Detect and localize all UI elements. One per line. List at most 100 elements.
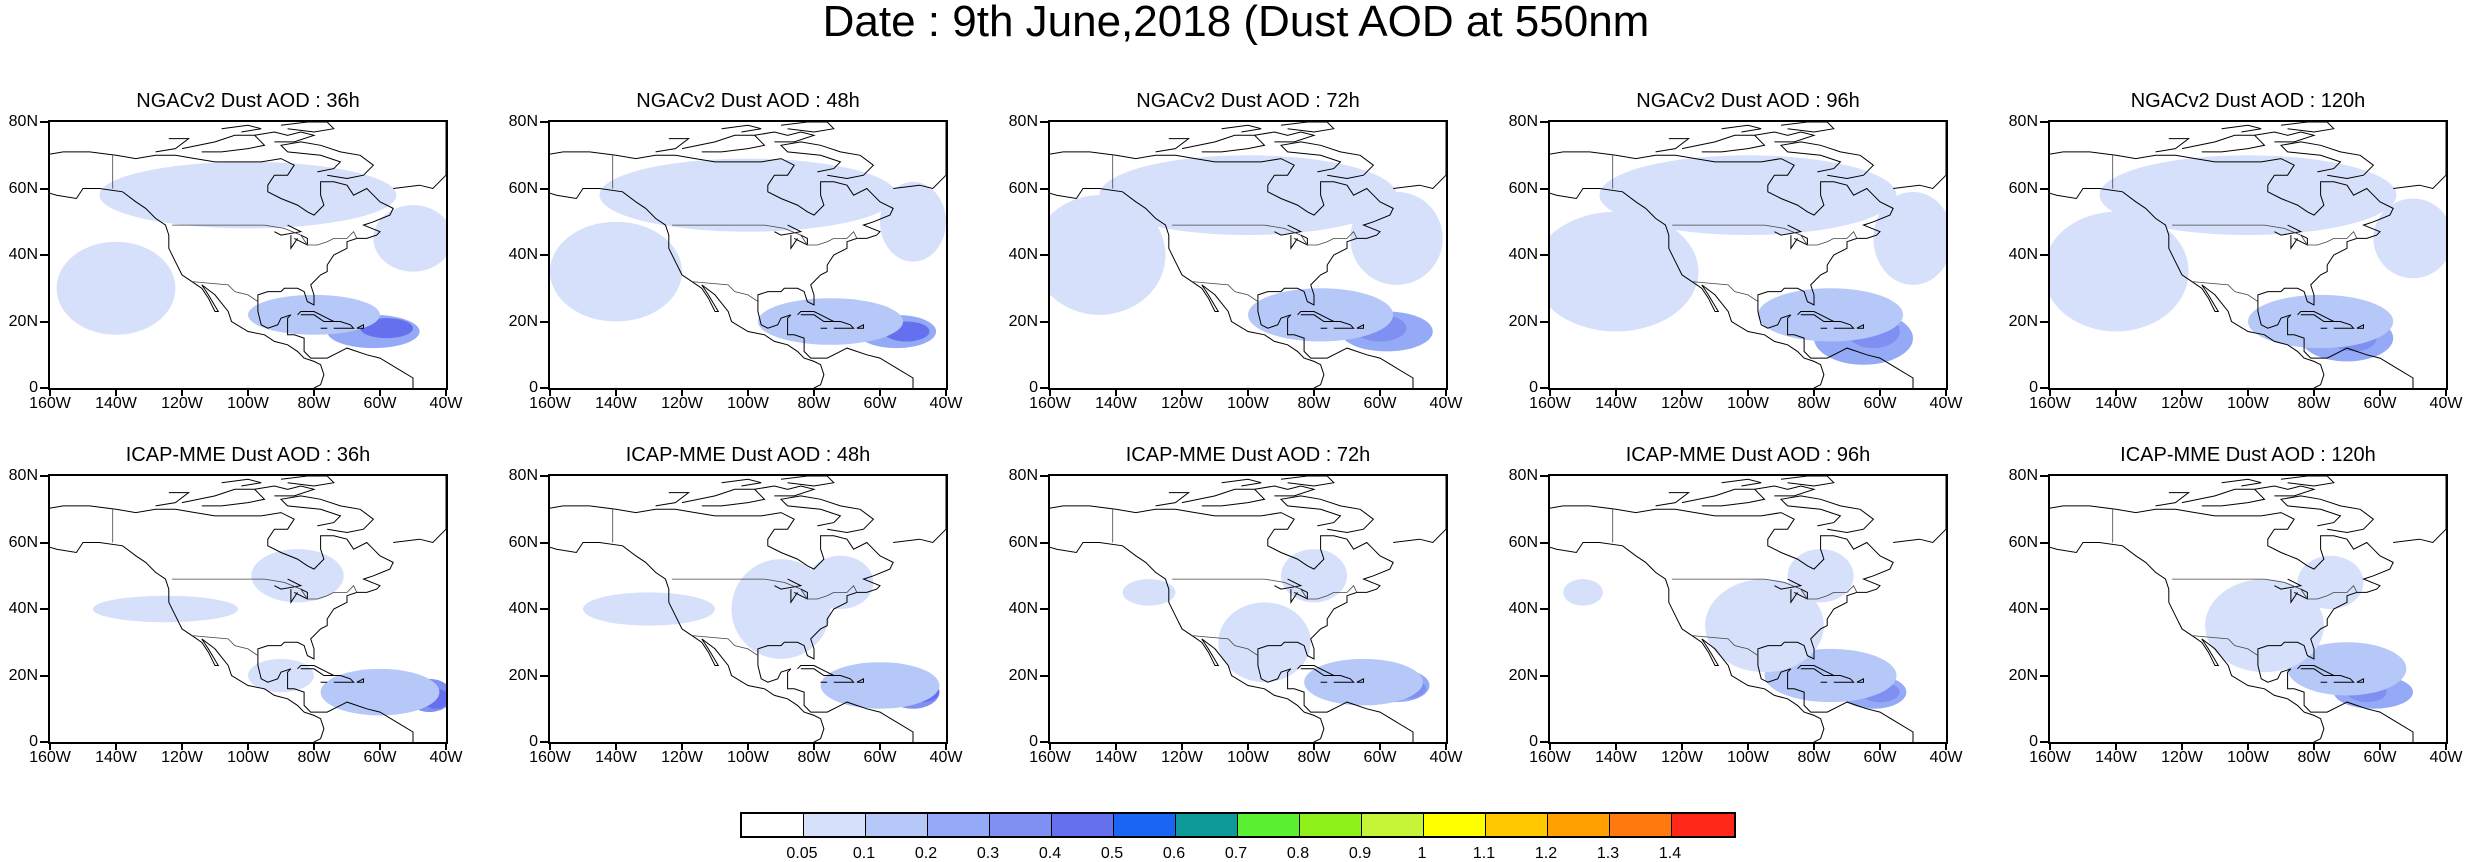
lon-tick-label: 60W bbox=[350, 396, 410, 412]
dust-aod-map bbox=[550, 476, 946, 742]
coastline bbox=[281, 496, 373, 533]
lon-tick-label: 40W bbox=[916, 396, 976, 412]
coastline bbox=[1781, 496, 1873, 533]
lon-tick-label: 160W bbox=[520, 750, 580, 766]
lon-tick bbox=[945, 390, 947, 396]
coastline bbox=[1722, 479, 1762, 486]
lat-tick-label: 20N bbox=[1000, 668, 1038, 684]
lon-tick-label: 60W bbox=[1850, 750, 1910, 766]
lon-tick-label: 40W bbox=[416, 396, 476, 412]
lat-tick-label: 60N bbox=[2000, 535, 2038, 551]
lat-tick-label: 60N bbox=[0, 535, 38, 551]
lat-tick bbox=[1040, 387, 1048, 389]
dust-aod-map bbox=[1050, 476, 1446, 742]
coastline bbox=[2281, 496, 2373, 533]
colorbar-swatch bbox=[1548, 814, 1610, 836]
coastline bbox=[1281, 496, 1373, 533]
lat-tick-label: 80N bbox=[500, 468, 538, 484]
lat-tick bbox=[540, 321, 548, 323]
lon-tick-label: 140W bbox=[586, 750, 646, 766]
lon-tick bbox=[1379, 744, 1381, 750]
colorbar-label: 0.05 bbox=[772, 846, 832, 862]
lon-tick-label: 160W bbox=[20, 396, 80, 412]
lon-tick-label: 60W bbox=[1350, 396, 1410, 412]
coastline bbox=[393, 122, 446, 189]
lat-tick bbox=[1040, 741, 1048, 743]
lon-tick-label: 40W bbox=[1416, 396, 1476, 412]
lat-tick-label: 80N bbox=[1000, 114, 1038, 130]
lat-tick bbox=[1540, 675, 1548, 677]
lon-tick bbox=[2049, 390, 2051, 396]
coastline bbox=[1182, 489, 1265, 506]
lon-tick-label: 60W bbox=[2350, 750, 2410, 766]
lon-tick bbox=[2049, 744, 2051, 750]
dust-aod-region bbox=[600, 159, 897, 232]
lon-tick-label: 100W bbox=[1218, 750, 1278, 766]
lon-tick bbox=[879, 744, 881, 750]
coastline bbox=[281, 476, 334, 486]
lat-tick bbox=[1540, 321, 1548, 323]
lat-tick-label: 40N bbox=[0, 601, 38, 617]
lon-tick-label: 160W bbox=[2020, 396, 2080, 412]
lon-tick-label: 80W bbox=[784, 396, 844, 412]
coastline bbox=[2182, 489, 2265, 506]
lon-tick bbox=[549, 390, 551, 396]
lon-tick bbox=[1681, 744, 1683, 750]
coastline bbox=[1281, 122, 1334, 132]
colorbar-label: 1.2 bbox=[1516, 846, 1576, 862]
map-panel: ICAP-MME Dust AOD : 120h 80N 60N 40N 20N 0 160… bbox=[2000, 448, 2420, 778]
lon-tick bbox=[1181, 744, 1183, 750]
map-panel: NGACv2 Dust AOD : 72h 80N 60N 40N 20N 0 160W 14… bbox=[1000, 94, 1420, 424]
lat-tick bbox=[1540, 121, 1548, 123]
map-plot-area bbox=[1048, 474, 1448, 744]
dust-aod-region bbox=[100, 162, 397, 229]
lat-tick bbox=[1040, 254, 1048, 256]
lon-tick bbox=[2115, 744, 2117, 750]
lon-tick bbox=[1445, 390, 1447, 396]
lon-tick bbox=[2181, 744, 2183, 750]
panel-title: ICAP-MME Dust AOD : 36h bbox=[48, 444, 448, 466]
lat-tick bbox=[40, 321, 48, 323]
lon-tick-label: 80W bbox=[284, 750, 344, 766]
lon-tick-label: 80W bbox=[1784, 750, 1844, 766]
lon-tick-label: 100W bbox=[1718, 750, 1778, 766]
lon-tick bbox=[681, 744, 683, 750]
lon-tick bbox=[1181, 390, 1183, 396]
lon-tick bbox=[1747, 744, 1749, 750]
lat-tick bbox=[2040, 608, 2048, 610]
lon-tick-label: 60W bbox=[1850, 396, 1910, 412]
lon-tick-label: 140W bbox=[86, 396, 146, 412]
colorbar-swatch bbox=[1424, 814, 1486, 836]
coastline bbox=[893, 122, 946, 189]
lon-tick bbox=[1879, 744, 1881, 750]
lon-tick-label: 140W bbox=[2086, 750, 2146, 766]
coastline bbox=[2393, 122, 2446, 189]
colorbar-swatch bbox=[990, 814, 1052, 836]
lon-tick-label: 80W bbox=[2284, 750, 2344, 766]
lon-tick bbox=[2115, 390, 2117, 396]
lat-tick-label: 0 bbox=[0, 380, 38, 396]
dust-aod-region bbox=[57, 242, 176, 335]
coastline bbox=[656, 493, 689, 506]
colorbar-label: 1.3 bbox=[1578, 846, 1638, 862]
lat-tick bbox=[40, 475, 48, 477]
coastline bbox=[1222, 479, 1262, 486]
lat-tick-label: 0 bbox=[1500, 734, 1538, 750]
panel-title: ICAP-MME Dust AOD : 96h bbox=[1548, 444, 1948, 466]
lon-tick-label: 120W bbox=[652, 396, 712, 412]
figure-title: Date : 9th June,2018 (Dust AOD at 550nm bbox=[0, 0, 2472, 44]
coastline bbox=[291, 235, 298, 248]
lat-tick-label: 40N bbox=[0, 247, 38, 263]
panel-title: ICAP-MME Dust AOD : 120h bbox=[2048, 444, 2448, 466]
coastline bbox=[755, 486, 814, 496]
lat-tick bbox=[540, 475, 548, 477]
lon-tick-label: 100W bbox=[1718, 396, 1778, 412]
lat-tick bbox=[540, 121, 548, 123]
map-panel: NGACv2 Dust AOD : 48h 80N 60N 40N 20N 0 160W 14… bbox=[500, 94, 920, 424]
lon-tick-label: 80W bbox=[284, 396, 344, 412]
colorbar-label: 0.2 bbox=[896, 846, 956, 862]
panel-title: ICAP-MME Dust AOD : 72h bbox=[1048, 444, 1448, 466]
coastline bbox=[1656, 139, 1689, 152]
map-panel: NGACv2 Dust AOD : 36h 80N 60N 40N 20N 0 160W 14… bbox=[0, 94, 420, 424]
lon-tick bbox=[2379, 390, 2381, 396]
